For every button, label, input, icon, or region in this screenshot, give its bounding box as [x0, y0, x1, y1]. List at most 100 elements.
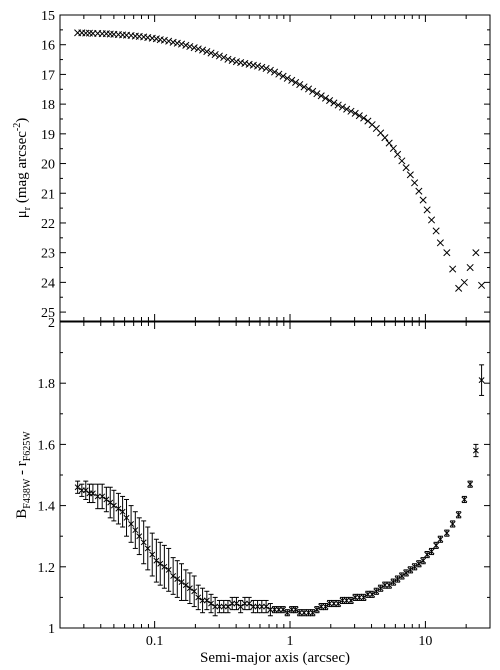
data-point [228, 56, 236, 65]
top-axis-ticks: 15 16 17 18 19 20 21 22 23 24 25 [41, 9, 491, 321]
bottom-plot-frame [59, 321, 491, 629]
data-point [455, 511, 462, 518]
data-point [224, 55, 232, 63]
data-point [182, 582, 189, 589]
data-point [216, 603, 223, 610]
data-point [386, 582, 393, 589]
data-point [85, 29, 93, 37]
data-point [326, 600, 333, 607]
y-tick-label: 1.8 [38, 377, 56, 392]
data-point [390, 579, 397, 586]
y-tick-label: 21 [41, 187, 55, 202]
data-point [275, 70, 283, 78]
y-tick-label: 25 [41, 306, 55, 321]
data-point [262, 64, 270, 73]
data-point [369, 591, 376, 598]
data-point [232, 58, 240, 66]
data-point [212, 603, 219, 610]
data-point [385, 139, 393, 147]
data-point [419, 196, 427, 204]
data-point [169, 38, 177, 46]
data-point [128, 521, 135, 527]
data-point [245, 60, 253, 68]
data-point [254, 62, 262, 70]
data-point [94, 493, 101, 500]
data-point [153, 557, 160, 564]
data-point [406, 171, 414, 179]
data-point [318, 603, 325, 610]
data-point [74, 484, 81, 491]
data-point [149, 551, 156, 558]
data-point [460, 278, 468, 286]
data-point [402, 164, 410, 172]
data-point [190, 44, 198, 52]
data-point [250, 603, 257, 610]
data-point [136, 533, 143, 540]
data-point [322, 603, 329, 610]
data-point [296, 609, 303, 616]
data-point [241, 600, 248, 607]
data-point [241, 59, 249, 67]
data-point [403, 569, 410, 576]
y-tick-label: 20 [41, 158, 55, 173]
data-point [373, 588, 380, 595]
data-point [258, 603, 265, 610]
data-point [207, 49, 215, 57]
data-point [472, 447, 479, 454]
data-point [199, 597, 206, 604]
data-point [355, 112, 363, 120]
bottom-panel: 0.1 1 10 1 1.2 1.4 1.6 1.8 2 BF438W - rF625W Sem… [14, 316, 491, 666]
data-point [309, 87, 317, 95]
data-point [186, 585, 193, 592]
data-point [195, 594, 202, 601]
data-point [467, 481, 474, 488]
data-point [317, 92, 325, 100]
data-point [348, 597, 354, 604]
data-point [284, 609, 291, 616]
data-point [215, 52, 223, 60]
data-point [211, 50, 219, 59]
data-point [237, 58, 245, 67]
y-tick-label: 1.4 [38, 500, 56, 515]
y-tick-label: 1.2 [38, 561, 56, 576]
y-tick-label: 19 [41, 128, 55, 143]
top-plot-frame [59, 14, 491, 322]
data-point [161, 563, 168, 570]
data-point [398, 573, 405, 579]
data-point [364, 591, 371, 598]
data-point [461, 496, 468, 503]
data-point [432, 227, 440, 235]
data-point [220, 603, 227, 610]
data-point [220, 53, 228, 62]
data-point [267, 606, 274, 613]
data-point [436, 239, 444, 247]
data-point [411, 563, 418, 570]
y-tick-label: 22 [41, 217, 55, 232]
data-point [237, 603, 244, 610]
y-tick-label: 1 [48, 622, 55, 637]
data-point [280, 606, 287, 613]
data-point [174, 576, 181, 582]
data-point [313, 606, 320, 613]
data-point [466, 263, 474, 272]
data-point [140, 539, 147, 546]
data-point [123, 514, 130, 521]
data-point [266, 66, 274, 74]
data-point [263, 603, 270, 610]
data-point [313, 90, 321, 98]
data-point [271, 606, 278, 613]
data-point [326, 97, 334, 105]
data-point [443, 249, 451, 257]
top-panel: 15 16 17 18 19 20 21 22 23 24 25 μr (mag arcsec-2) [12, 9, 491, 322]
data-point [194, 45, 202, 53]
data-point [335, 600, 342, 607]
data-point [208, 600, 214, 607]
data-point [347, 107, 355, 115]
data-point [407, 566, 414, 573]
data-point [82, 29, 90, 37]
data-point [249, 61, 257, 69]
data-point [478, 377, 485, 384]
data-point [254, 603, 261, 610]
data-point [110, 502, 117, 509]
data-point [271, 68, 279, 76]
